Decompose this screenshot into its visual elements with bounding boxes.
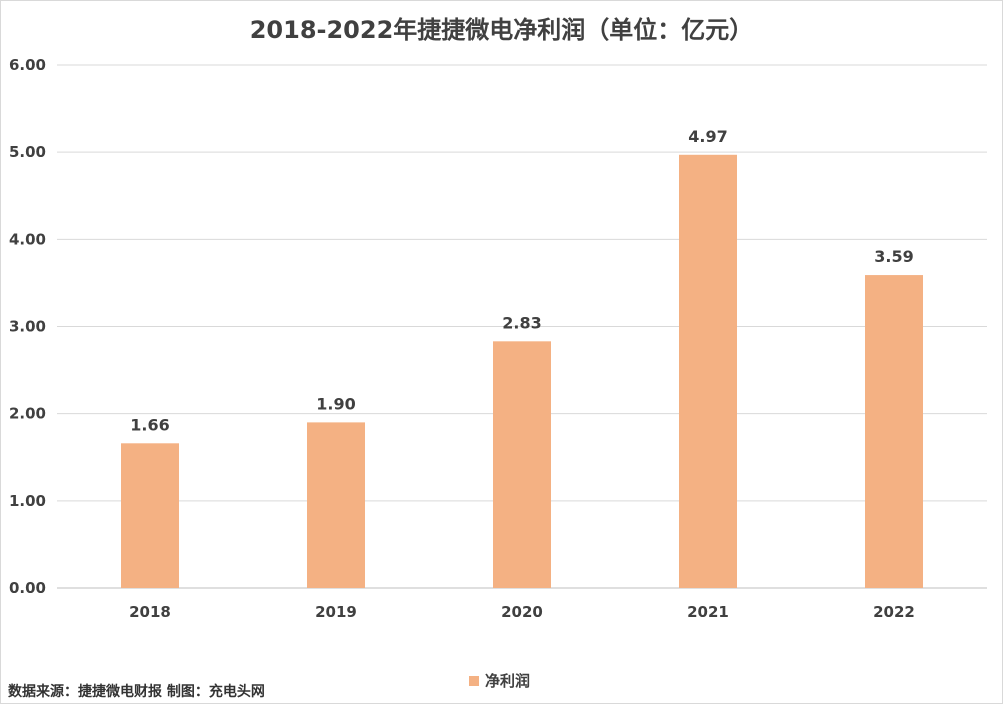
x-tick-label: 2021: [687, 603, 729, 621]
source-note: 数据来源：捷捷微电财报 制图：充电头网: [8, 684, 265, 700]
y-tick-label: 5.00: [9, 143, 46, 161]
bar: [493, 341, 551, 588]
y-tick-label: 1.00: [9, 492, 46, 510]
y-tick-label: 0.00: [9, 579, 46, 597]
legend-swatch: [469, 675, 479, 686]
bar: [121, 443, 179, 588]
bar: [679, 154, 737, 588]
data-label: 4.97: [688, 127, 727, 146]
y-tick-label: 4.00: [9, 230, 46, 248]
legend-label: 净利润: [485, 672, 531, 690]
x-tick-label: 2022: [873, 603, 915, 621]
data-label: 1.90: [316, 394, 355, 413]
bar: [865, 275, 923, 588]
x-tick-label: 2020: [501, 603, 543, 621]
y-tick-label: 6.00: [9, 56, 46, 74]
chart-title: 2018-2022年捷捷微电净利润（单位：亿元）: [249, 16, 754, 44]
legend: 净利润: [469, 670, 530, 691]
data-label: 3.59: [874, 247, 913, 266]
bar: [307, 422, 365, 588]
data-label: 2.83: [502, 313, 541, 332]
y-tick-label: 2.00: [9, 405, 46, 423]
x-tick-label: 2018: [129, 603, 171, 621]
data-label: 1.66: [130, 415, 169, 434]
x-tick-label: 2019: [315, 603, 357, 621]
y-tick-label: 3.00: [9, 318, 46, 336]
